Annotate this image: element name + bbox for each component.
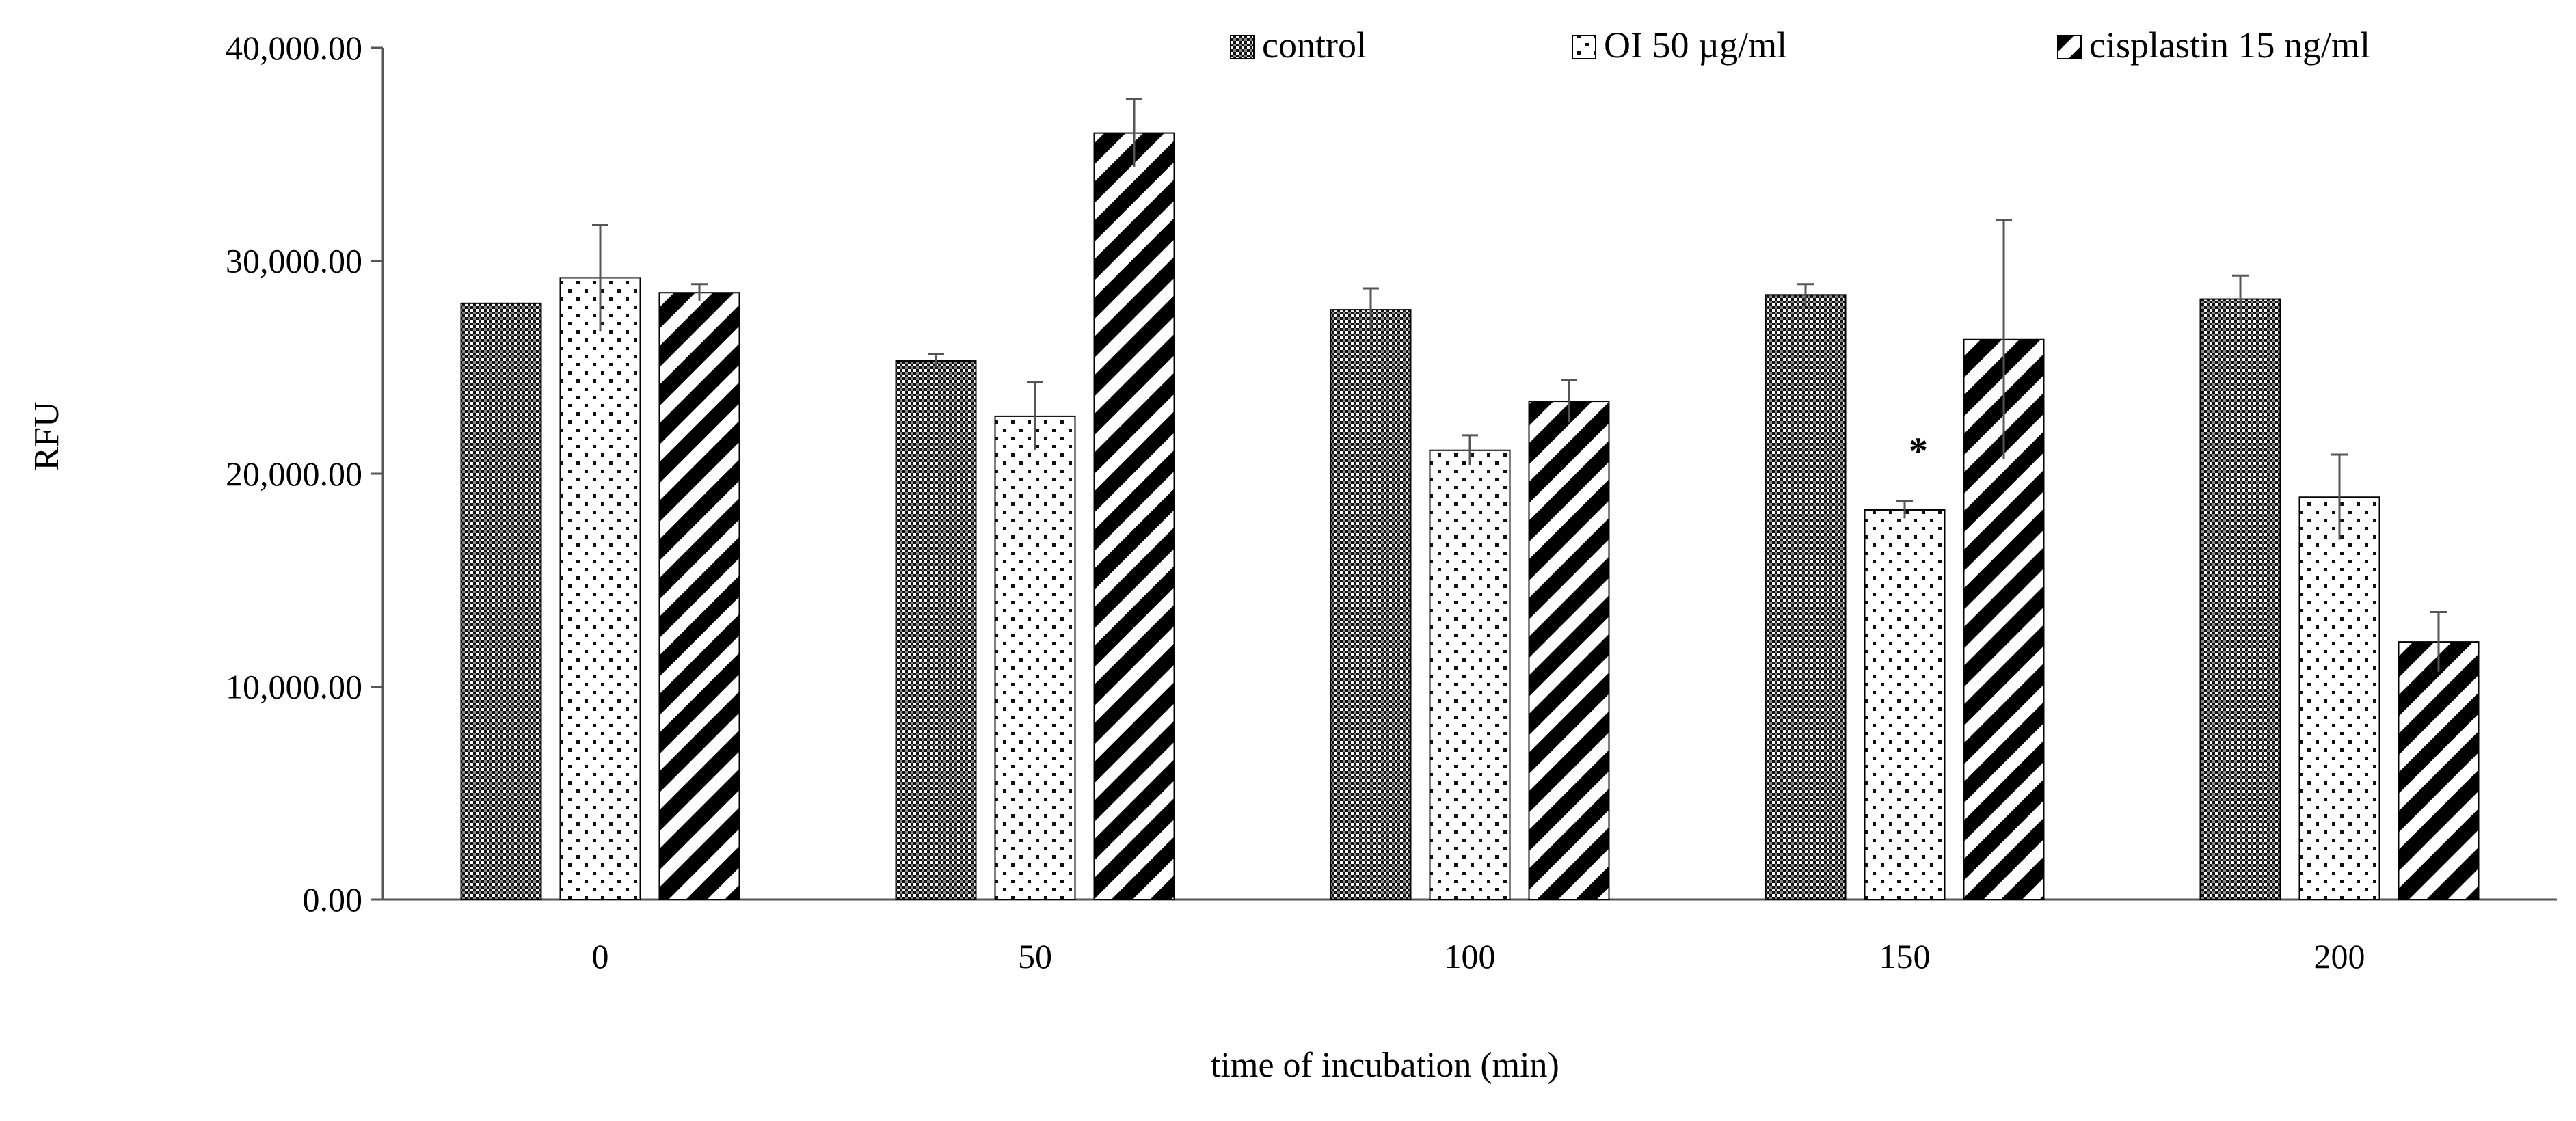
y-tick-label: 20,000.00 [226,455,362,493]
x-axis-title: time of incubation (min) [1211,1046,1559,1085]
bar-diagonal-50 [1093,132,1175,901]
bar-crosshatch-200 [2199,298,2281,900]
x-tick-label: 200 [2314,937,2365,975]
bar-crosshatch-150 [1765,294,1847,900]
bar-dots-200 [2298,496,2380,900]
legend-label: cisplastin 15 ng/ml [2089,25,2370,66]
bar-dots-0 [559,277,641,901]
y-tick-label: 0.00 [303,880,363,919]
axes: 0.00 10,000.00 20,000.00 30,000.00 40,000.00… [226,29,2557,975]
y-axis-title: RFU [27,401,66,470]
bar-diagonal-0 [658,292,740,901]
bar-diagonal-100 [1528,401,1610,900]
x-tick-label: 100 [1445,937,1496,975]
legend: control OI 50 µg/ml cisplastin 15 ng/ml [1230,25,2370,66]
bar-crosshatch-0 [460,302,542,900]
bar-dots-50 [994,415,1076,900]
legend-swatch-dots [1572,35,1596,59]
y-tick-label: 10,000.00 [226,668,362,706]
bars-layer [460,132,2480,901]
bar-crosshatch-100 [1330,309,1412,900]
error-bars-layer [592,98,2447,672]
bar-dots-100 [1429,449,1511,900]
x-tick-label: 150 [1879,937,1931,975]
x-tick-label: 0 [592,937,609,975]
legend-swatch-diagonal [2057,35,2082,59]
legend-label: control [1262,25,1367,66]
legend-label: OI 50 µg/ml [1604,25,1787,66]
bar-dots-150 [1864,509,1946,900]
significance-marker: * [1909,430,1928,472]
y-tick-label: 30,000.00 [226,242,362,280]
annotations-layer: * [1909,430,1928,472]
bar-diagonal-200 [2398,641,2480,901]
bar-crosshatch-50 [895,360,977,900]
x-tick-label: 50 [1018,937,1052,975]
y-tick-label: 40,000.00 [226,29,362,67]
legend-swatch-crosshatch [1230,35,1255,59]
